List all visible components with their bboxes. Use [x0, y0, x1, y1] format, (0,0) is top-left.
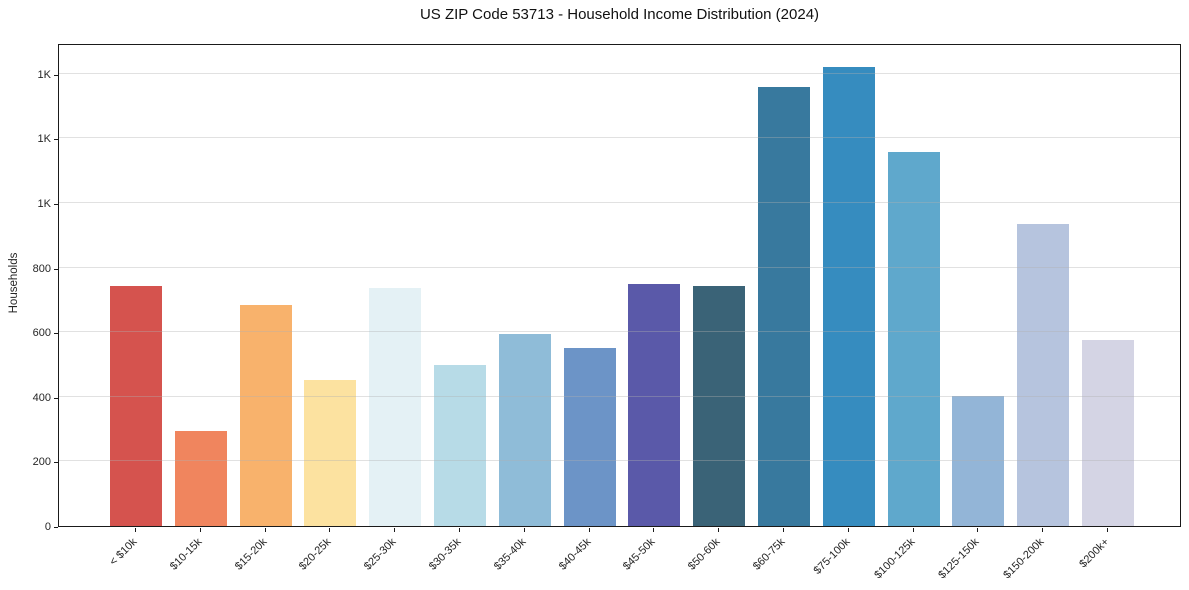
- bar-$15-20k: [239, 305, 292, 526]
- y-tick-label: 800: [32, 262, 51, 275]
- x-tick-mark: [977, 528, 979, 532]
- x-tick-mark: [329, 528, 331, 532]
- y-tick-label: 1K: [37, 68, 51, 81]
- y-tick-mark: [54, 74, 58, 76]
- bar-$125-150k: [952, 395, 1005, 526]
- y-tick-label: 600: [32, 327, 51, 340]
- y-tick-mark: [54, 527, 58, 528]
- y-tick-label: 1K: [37, 133, 51, 146]
- x-tick-mark: [264, 528, 266, 532]
- bar-$50-60k: [693, 286, 746, 526]
- x-tick-mark: [653, 528, 655, 532]
- bar-$40-45k: [563, 348, 616, 526]
- y-tick-label: 400: [32, 391, 51, 404]
- gridline-y-600: [59, 331, 1180, 333]
- x-tick-mark: [783, 528, 784, 532]
- y-tick-label: 200: [32, 456, 51, 469]
- bar-$150-200k: [1017, 223, 1070, 526]
- y-axis-label: Households: [8, 252, 20, 314]
- y-tick-mark: [54, 203, 58, 205]
- gridline-y-1200: [59, 137, 1180, 139]
- bar-$75-100k: [822, 67, 875, 526]
- gridline-y-1000: [59, 201, 1180, 203]
- x-tick-label: < $10k: [107, 536, 140, 569]
- x-tick-mark: [912, 528, 914, 532]
- y-tick-mark: [54, 462, 58, 464]
- x-tick-mark: [523, 528, 525, 532]
- y-tick-mark: [54, 333, 58, 335]
- x-tick-mark: [199, 528, 201, 532]
- y-tick-mark: [54, 397, 58, 399]
- x-tick-mark: [1107, 528, 1108, 532]
- bar-< $10k: [110, 286, 162, 526]
- y-tick-label: 0: [44, 521, 51, 533]
- plot-area: [58, 44, 1181, 527]
- x-tick-mark: [588, 528, 590, 532]
- y-tick-label: 1K: [37, 197, 51, 210]
- bar-$200k+: [1082, 339, 1134, 526]
- gridline-y-1400: [59, 72, 1180, 74]
- bar-$30-35k: [434, 365, 486, 526]
- x-tick-mark: [394, 528, 396, 532]
- bar-$20-25k: [304, 379, 357, 526]
- gridline-y-800: [59, 266, 1180, 268]
- chart-title: US ZIP Code 53713 - Household Income Dis…: [419, 6, 820, 23]
- bar-$10-15k: [174, 431, 227, 526]
- gridline-y-400: [59, 395, 1180, 397]
- x-tick-mark: [718, 528, 720, 532]
- x-tick-mark: [135, 528, 136, 532]
- gridline-y-200: [59, 460, 1180, 462]
- bar-$100-125k: [887, 151, 940, 526]
- bar-$25-30k: [369, 287, 422, 526]
- bar-$35-40k: [498, 334, 551, 526]
- x-tick-mark: [1042, 528, 1044, 532]
- y-tick-mark: [54, 139, 58, 141]
- bar-$45-50k: [628, 284, 681, 526]
- x-tick-mark: [459, 528, 460, 532]
- x-tick-mark: [847, 528, 849, 532]
- bar-$60-75k: [758, 86, 810, 526]
- y-tick-mark: [54, 268, 58, 270]
